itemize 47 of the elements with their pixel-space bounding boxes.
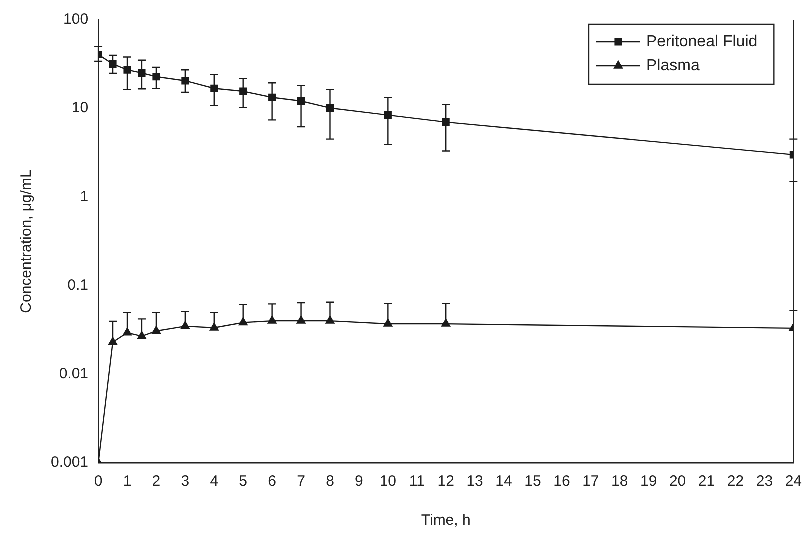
legend-label: Plasma [646, 57, 700, 74]
x-tick-label: 7 [297, 473, 306, 490]
y-axis-title: Concentration, μg/mL [18, 170, 36, 314]
x-tick-label: 15 [524, 473, 542, 490]
x-tick-label: 23 [756, 473, 774, 490]
x-tick-label: 10 [380, 473, 397, 490]
point [137, 331, 146, 340]
x-tick-label: 2 [152, 473, 161, 490]
point [138, 69, 146, 77]
x-tick-label: 8 [326, 473, 334, 490]
x-tick-label: 21 [698, 473, 716, 490]
point [123, 328, 132, 336]
point [152, 326, 161, 334]
point [238, 318, 248, 326]
x-tick-label: 11 [409, 473, 425, 490]
x-tick-label: 14 [496, 473, 512, 490]
x-tick-label: 16 [554, 473, 570, 490]
point [109, 60, 117, 68]
x-tick-label: 9 [355, 473, 364, 490]
x-tick-label: 17 [582, 473, 600, 490]
x-tick-label: 24 [785, 473, 802, 490]
y-tick-label: 100 [64, 11, 89, 28]
point [442, 318, 451, 327]
y-tick-label: 10 [72, 100, 89, 117]
point [240, 88, 248, 96]
x-tick-label: 1 [123, 473, 132, 490]
x-tick-label: 6 [268, 473, 276, 490]
x-tick-label: 12 [438, 473, 454, 490]
y-tick-label: 1 [80, 188, 89, 206]
x-tick-label: 19 [640, 473, 658, 490]
y-tick-label: 0.001 [50, 454, 89, 472]
x-tick-label: 13 [466, 473, 484, 490]
point [124, 66, 132, 74]
point [182, 77, 190, 85]
x-tick-label: 3 [181, 473, 190, 490]
point [210, 322, 219, 331]
x-tick-label: 22 [727, 473, 744, 490]
x-tick-label: 20 [669, 473, 686, 490]
legend-label: Peritoneal Fluid [646, 33, 758, 50]
x-tick-label: 4 [210, 473, 219, 490]
y-tick-label: 0.1 [68, 276, 89, 294]
x-tick-label: 5 [239, 473, 248, 490]
x-axis-title: Time, h [421, 512, 471, 530]
x-tick-label: 0 [94, 473, 103, 490]
y-tick-label: 0.01 [59, 366, 89, 383]
x-tick-label: 18 [612, 473, 628, 490]
point [180, 321, 190, 330]
